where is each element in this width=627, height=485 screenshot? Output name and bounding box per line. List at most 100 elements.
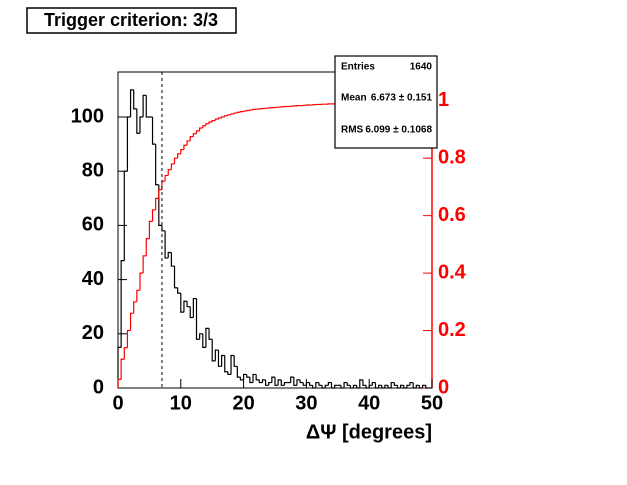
histogram-step	[305, 381, 310, 386]
histogram-step	[217, 350, 222, 367]
stats-value: 6.099 ± 0.1068	[365, 125, 432, 136]
histogram-step	[173, 266, 178, 289]
histogram-step	[239, 377, 244, 381]
histogram-step	[217, 117, 222, 120]
histogram-step	[396, 385, 401, 389]
histogram-step	[271, 376, 275, 383]
histogram-step	[243, 110, 247, 112]
histogram-step	[327, 381, 332, 386]
histogram-step	[330, 382, 335, 389]
histogram-step	[170, 163, 175, 170]
title-box	[26, 7, 237, 34]
histogram-step	[384, 384, 389, 388]
histogram-step	[415, 384, 420, 388]
histogram-step	[142, 94, 147, 117]
histogram-step	[189, 136, 194, 141]
histogram-step	[349, 385, 354, 389]
histogram-step	[136, 289, 140, 302]
y-tick-label: 20	[82, 322, 104, 344]
x-tick-label: 40	[358, 392, 380, 414]
y2-tick-label: 0.6	[438, 204, 466, 226]
histogram-step	[246, 374, 250, 378]
y2-tick-label: 0.4	[438, 261, 467, 283]
histogram-step	[183, 144, 188, 150]
x-tick-label: 50	[421, 392, 443, 414]
histogram-step	[233, 355, 238, 367]
histogram-step	[318, 382, 323, 386]
histogram-step	[264, 379, 269, 386]
stats-name: Entries	[341, 62, 375, 73]
histogram-step	[233, 112, 238, 114]
histogram-step	[246, 109, 250, 112]
histogram-step	[177, 153, 181, 159]
histogram-step	[117, 346, 122, 388]
x-tick-label: 20	[232, 392, 254, 414]
y2-tick-label: 0.8	[438, 146, 466, 168]
stats-name: RMS	[341, 125, 364, 136]
histogram-step	[126, 116, 131, 172]
histogram-step	[145, 238, 150, 256]
histogram-step	[164, 230, 169, 259]
histogram-step	[255, 374, 260, 381]
histogram-step	[249, 377, 254, 384]
histogram-step	[208, 328, 213, 340]
histogram-step	[343, 381, 348, 388]
histogram-step	[299, 379, 304, 384]
y2-tick-label: 0.2	[438, 319, 466, 341]
stats-value: 1640	[410, 62, 433, 73]
y-tick-label: 80	[82, 159, 104, 181]
histogram-step	[293, 377, 297, 386]
histogram-step	[167, 251, 172, 258]
histogram-step	[221, 116, 225, 118]
histogram-step	[120, 260, 125, 348]
histogram-step	[268, 381, 272, 386]
histogram-step	[120, 358, 125, 380]
histogram-step	[283, 381, 288, 386]
histogram-step	[374, 382, 379, 389]
histogram-step	[214, 349, 219, 361]
histogram-step	[312, 385, 316, 389]
histogram-step	[280, 379, 285, 386]
histogram-step	[151, 116, 156, 145]
histogram-step	[296, 379, 301, 386]
histogram-step	[243, 373, 247, 380]
histogram-step	[387, 385, 392, 389]
histogram-step	[365, 385, 370, 389]
stats-name: Mean	[341, 93, 367, 104]
histogram-step	[302, 382, 307, 386]
histogram-step	[249, 109, 254, 111]
histogram-step	[148, 220, 153, 239]
histogram-step	[192, 133, 197, 137]
histogram-step	[346, 382, 351, 386]
histogram-step	[186, 140, 191, 146]
histogram-step	[230, 354, 235, 375]
histogram-step	[192, 297, 197, 318]
histogram-step	[202, 333, 206, 348]
histogram-step	[352, 384, 357, 388]
histogram-step	[205, 123, 210, 126]
histogram-step	[393, 382, 398, 386]
histogram-step	[129, 312, 134, 331]
histogram-step	[308, 382, 313, 386]
chart-title: Trigger criterion: 3/3	[44, 10, 218, 30]
histogram-step	[227, 371, 232, 376]
histogram-step	[425, 385, 429, 389]
histogram-step	[133, 301, 137, 314]
histogram-step	[236, 366, 241, 378]
histogram-step	[239, 111, 244, 113]
histogram-step	[151, 209, 156, 222]
histogram-step	[173, 157, 178, 164]
histogram-step	[340, 385, 345, 389]
histogram-step	[199, 127, 203, 131]
histogram-step	[321, 385, 326, 389]
histogram-step	[359, 379, 363, 388]
x-tick-label: 30	[295, 392, 317, 414]
x-tick-label: 0	[112, 392, 123, 414]
histogram-step	[324, 384, 329, 388]
histogram-step	[133, 89, 137, 110]
histogram-step	[315, 381, 319, 388]
histogram-step	[180, 293, 184, 313]
histogram-step	[409, 381, 414, 386]
y2-tick-label: 1	[438, 89, 449, 111]
